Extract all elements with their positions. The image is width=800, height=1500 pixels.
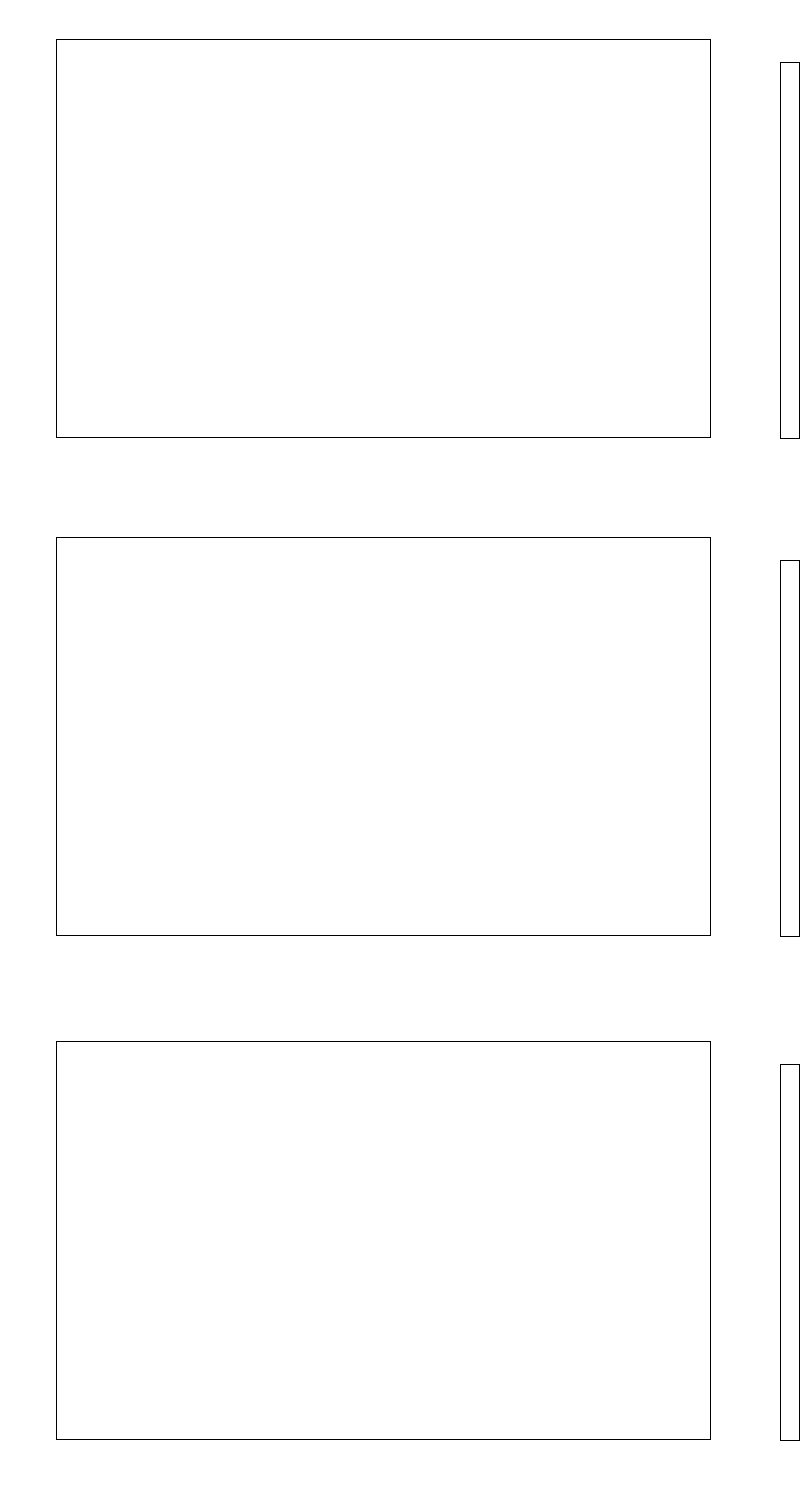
colorbar-tick-label [716,1357,776,1371]
colorbar-tick-label [716,205,776,219]
heatmap-plot-backscatter [56,537,711,936]
y-tick-label [0,736,50,750]
heatmap-canvas-velocity [57,40,710,437]
heatmap-canvas-intensity [57,1042,710,1439]
y-tick-label [0,307,50,321]
y-tick-label [0,875,50,889]
y-tick-label [0,805,50,819]
heatmap-plot-intensity [56,1041,711,1440]
colorbar-tick-label [716,853,776,867]
colorbar-tick-label [716,55,776,69]
colorbar-tick-label [716,280,776,294]
colorbar-tick-label [716,1132,776,1146]
panel-velocity [0,0,800,498]
colorbar-tick-label [716,355,776,369]
colorbar-tick-label [716,1432,776,1446]
y-tick-label [0,238,50,252]
y-tick-label [0,666,50,680]
colorbar-tick-label [716,1207,776,1221]
panel-backscatter [0,498,800,996]
y-tick-label [0,377,50,391]
y-tick-label [0,1309,50,1323]
colorbar-backscatter [780,560,800,937]
y-tick-label [0,1379,50,1393]
colorbar-tick-label [716,553,776,567]
colorbar-velocity [780,62,800,439]
colorbar-tick-label [716,928,776,942]
y-tick-label [0,168,50,182]
y-tick-label [0,1170,50,1184]
colorbar-tick-label [716,430,776,444]
colorbar-tick-label [716,1057,776,1071]
y-tick-label [0,99,50,113]
y-tick-label [0,597,50,611]
colorbar-tick-label [716,628,776,642]
colorbar-tick-label [716,778,776,792]
heatmap-canvas-backscatter [57,538,710,935]
panel-intensity [0,1002,800,1500]
y-tick-label [0,1101,50,1115]
y-tick-label [0,1240,50,1254]
colorbar-tick-label [716,703,776,717]
colorbar-tick-label [716,1282,776,1296]
heatmap-plot-velocity [56,39,711,438]
colorbar-intensity [780,1064,800,1441]
colorbar-tick-label [716,130,776,144]
